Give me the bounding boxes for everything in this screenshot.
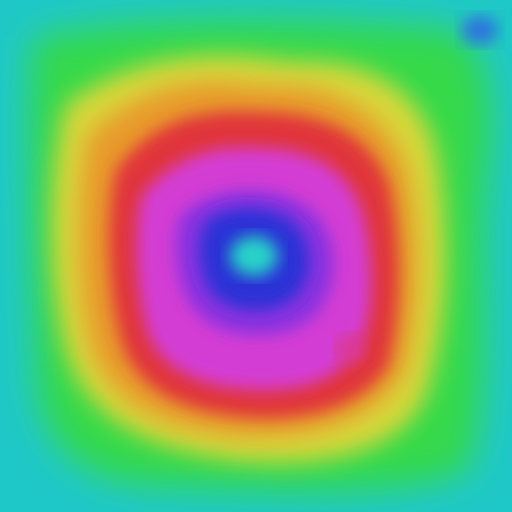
cyan-center <box>230 236 278 276</box>
corner-blue-blob <box>462 16 498 44</box>
small-hotspot <box>338 336 366 364</box>
